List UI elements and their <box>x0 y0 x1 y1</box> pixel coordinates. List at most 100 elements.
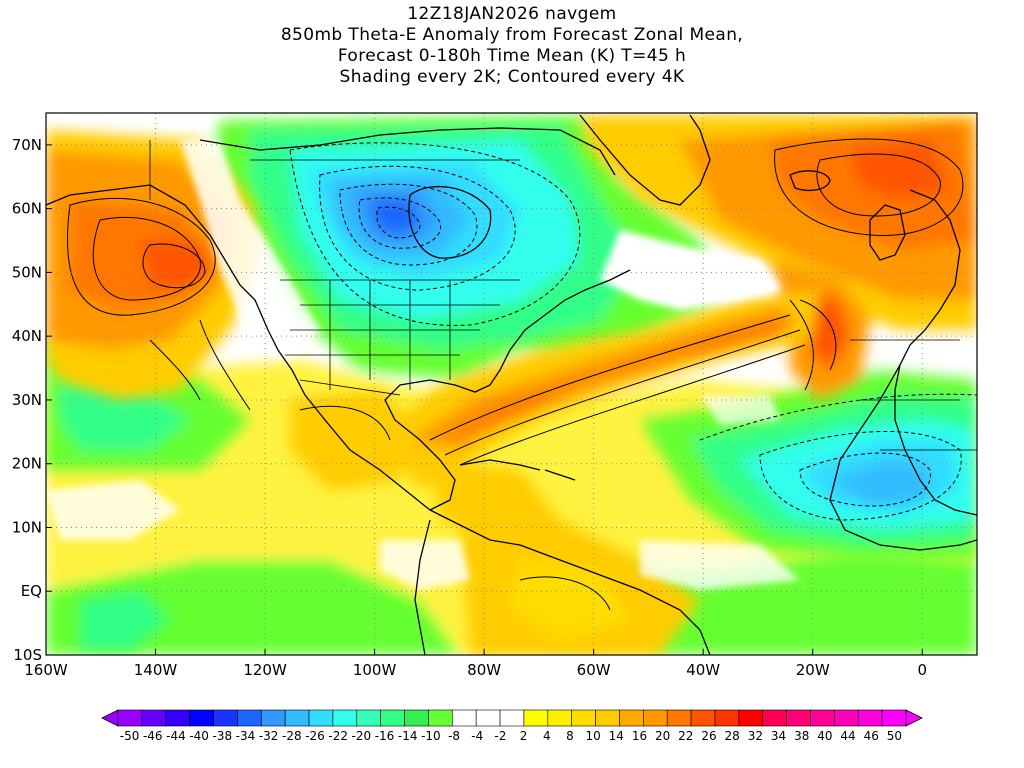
colorbar-swatch <box>523 709 549 727</box>
colorbar-swatch <box>690 709 716 727</box>
lat-tick-label: 50N <box>12 263 42 281</box>
colorbar-label: 32 <box>748 729 763 743</box>
lon-tick-label: 140W <box>134 661 178 679</box>
colorbar-label: 28 <box>725 729 740 743</box>
colorbar-swatch <box>332 709 358 727</box>
lat-tick-label: 60N <box>12 200 42 218</box>
colorbar-label: 38 <box>794 729 809 743</box>
colorbar-swatch <box>475 709 501 727</box>
colorbar-label: -38 <box>212 729 232 743</box>
lat-tick-label: 10N <box>12 518 42 536</box>
negative-contour-lines <box>289 142 977 521</box>
contour-lines <box>67 138 964 611</box>
lon-tick-label: 20W <box>796 661 830 679</box>
lon-tick-label: 80W <box>467 661 501 679</box>
colorbar-label: 8 <box>566 729 574 743</box>
colorbar-swatch <box>356 709 381 727</box>
colorbar-label: -4 <box>471 729 483 743</box>
colorbar-label: -40 <box>189 729 209 743</box>
colorbar-swatch <box>499 709 525 727</box>
lat-tick-label: 70N <box>12 136 42 154</box>
lon-tick-label: 160W <box>24 661 68 679</box>
colorbar-label: -8 <box>448 729 460 743</box>
map-frame <box>45 112 978 656</box>
colorbar-swatch <box>643 709 668 727</box>
colorbar-labels: -50 -46 -44 -40 -38 -34 -32 -28 -26 -22 -20 -16 -14-… <box>120 729 902 743</box>
colorbar-swatch <box>284 709 310 727</box>
colorbar-swatch <box>189 709 214 727</box>
colorbar-label: 46 <box>864 729 879 743</box>
lat-tick-label: 40N <box>12 327 42 345</box>
colorbar-label: -44 <box>166 729 186 743</box>
title-line-1: 12Z18JAN2026 navgem <box>407 4 617 24</box>
colorbar-label: 40 <box>817 729 832 743</box>
colorbar-arrow-left <box>101 709 119 727</box>
colorbar-label: -46 <box>143 729 163 743</box>
colorbar-label: -20 <box>352 729 372 743</box>
colorbar-label: -16 <box>375 729 395 743</box>
political-borders <box>149 140 977 451</box>
lat-tick-label: 10S <box>13 646 42 664</box>
colorbar-label: -26 <box>305 729 325 743</box>
colorbar-swatch <box>141 709 167 727</box>
colorbar-label: 50 <box>887 729 902 743</box>
coastlines <box>46 114 977 655</box>
colorbar-swatch <box>834 709 859 727</box>
lon-tick-label: 40W <box>686 661 720 679</box>
colorbar-label: 44 <box>840 729 855 743</box>
title-line-4: Shading every 2K; Contoured every 4K <box>339 67 685 87</box>
colorbar-label: 20 <box>655 729 670 743</box>
colorbar-swatch <box>619 709 644 727</box>
colorbar-swatch <box>452 709 477 727</box>
colorbar-swatch <box>762 709 787 727</box>
chart-title-block: 12Z18JAN2026 navgem 850mb Theta-E Anomal… <box>0 4 1024 88</box>
colorbar-swatch <box>595 709 620 727</box>
lat-tick-label: EQ <box>21 582 42 600</box>
title-line-2: 850mb Theta-E Anomaly from Forecast Zona… <box>280 25 744 45</box>
colorbar-swatch <box>380 709 405 727</box>
colorbar-label: -22 <box>328 729 348 743</box>
colorbar-label: -14 <box>398 729 418 743</box>
colorbar <box>101 709 923 727</box>
colorbar-swatch <box>571 709 596 727</box>
lon-tick-label: 100W <box>353 661 397 679</box>
colorbar-swatch <box>117 709 143 727</box>
colorbar-label: -32 <box>259 729 279 743</box>
graticule <box>46 113 977 655</box>
lon-tick-label: 120W <box>243 661 287 679</box>
colorbar-swatch <box>547 709 572 727</box>
axis-ticks <box>45 144 923 656</box>
colorbar-label: 2 <box>520 729 528 743</box>
colorbar-swatch <box>714 709 740 727</box>
colorbar-swatch <box>666 709 692 727</box>
colorbar-swatch <box>404 709 429 727</box>
colorbar-swatch <box>738 709 764 727</box>
colorbar-label: -10 <box>421 729 441 743</box>
colorbar-swatch <box>428 709 453 727</box>
colorbar-swatch <box>786 709 811 727</box>
lat-tick-label: 30N <box>12 391 42 409</box>
colorbar-arrow-right <box>905 709 923 727</box>
colorbar-swatch <box>810 709 835 727</box>
colorbar-label: -50 <box>120 729 140 743</box>
lon-tick-label: 0 <box>917 661 927 679</box>
colorbar-swatch <box>165 709 190 727</box>
colorbar-swatch <box>881 709 907 727</box>
colorbar-label: 34 <box>771 729 786 743</box>
lon-tick-label: 60W <box>577 661 611 679</box>
colorbar-label: -2 <box>494 729 506 743</box>
colorbar-swatch <box>213 709 238 727</box>
colorbar-label: -28 <box>282 729 302 743</box>
shading-layer-neutral <box>46 140 800 590</box>
colorbar-label: 16 <box>632 729 647 743</box>
colorbar-label: 26 <box>701 729 716 743</box>
colorbar-label: 22 <box>678 729 693 743</box>
map-field <box>46 113 977 655</box>
title-line-3: Forecast 0-180h Time Mean (K) T=45 h <box>337 46 687 66</box>
lat-tick-label: 20N <box>12 455 42 473</box>
colorbar-swatch <box>308 709 334 727</box>
colorbar-swatch <box>260 709 286 727</box>
colorbar-swatch <box>237 709 262 727</box>
colorbar-swatch <box>857 709 883 727</box>
